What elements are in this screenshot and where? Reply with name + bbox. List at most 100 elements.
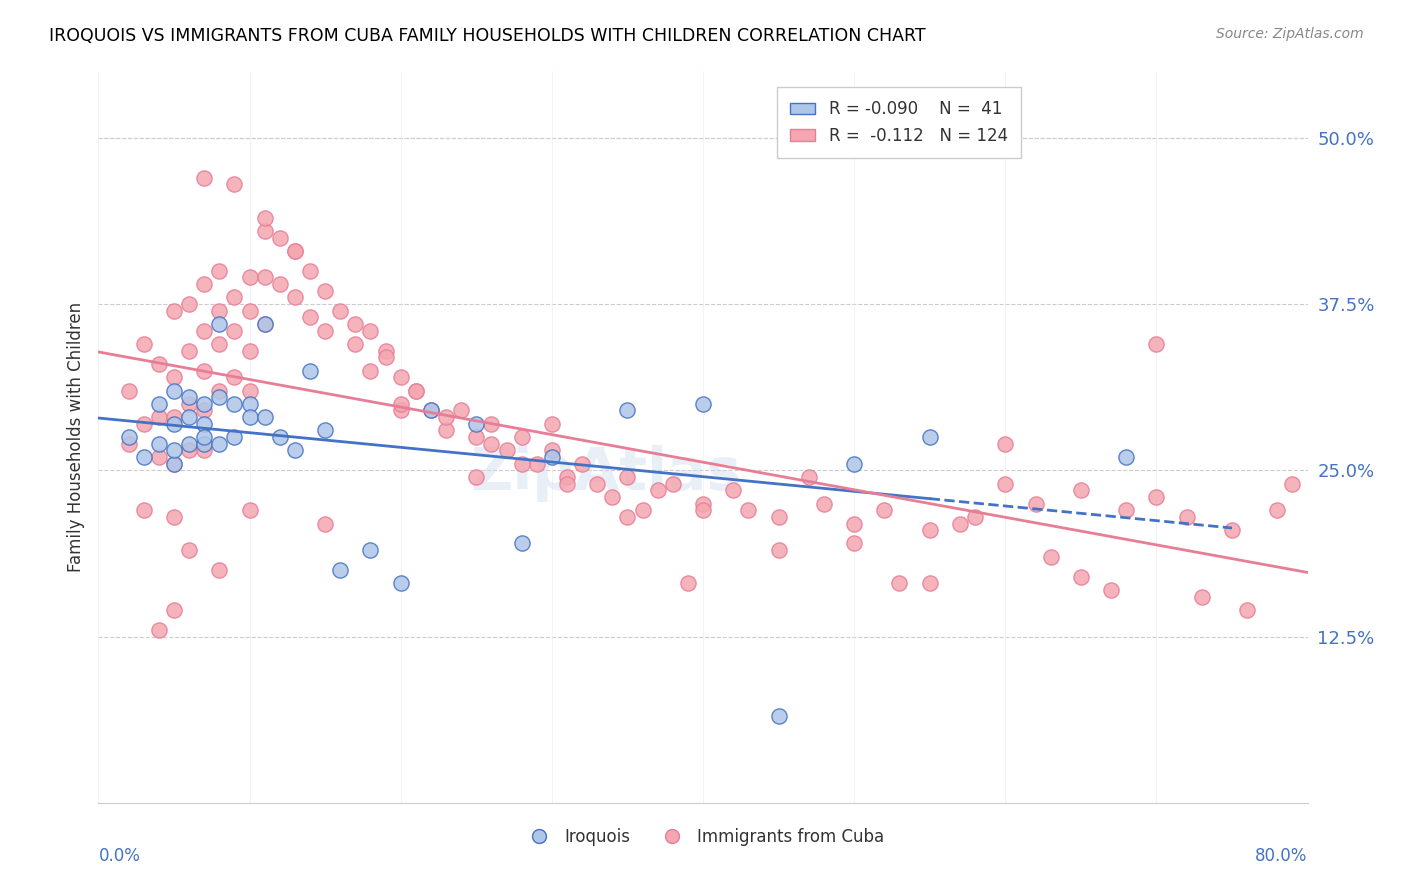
Point <box>1115 450 1137 464</box>
Point <box>148 397 170 411</box>
Point <box>1175 509 1198 524</box>
Point <box>163 410 186 425</box>
Point <box>420 403 443 417</box>
Point <box>193 170 215 185</box>
Point <box>344 337 367 351</box>
Point <box>163 509 186 524</box>
Point <box>374 343 396 358</box>
Point <box>314 284 336 298</box>
Point <box>163 443 186 458</box>
Point <box>647 483 669 498</box>
Point <box>495 443 517 458</box>
Point <box>179 410 201 425</box>
Point <box>329 563 352 577</box>
Point <box>163 457 186 471</box>
Point <box>1099 582 1122 597</box>
Point <box>540 450 562 464</box>
Text: Source: ZipAtlas.com: Source: ZipAtlas.com <box>1216 27 1364 41</box>
Point <box>1115 503 1137 517</box>
Point <box>526 457 548 471</box>
Point <box>434 424 457 438</box>
Point <box>239 303 262 318</box>
Point <box>193 443 215 458</box>
Point <box>132 503 155 517</box>
Point <box>193 403 215 417</box>
Point <box>299 363 322 377</box>
Point <box>239 410 262 425</box>
Point <box>918 430 941 444</box>
Point <box>555 470 578 484</box>
Point <box>692 503 714 517</box>
Point <box>1024 497 1046 511</box>
Point <box>768 709 790 723</box>
Point <box>163 370 186 384</box>
Point <box>148 357 170 371</box>
Point <box>253 410 276 425</box>
Point <box>540 417 562 431</box>
Point <box>1144 490 1167 504</box>
Point <box>510 430 533 444</box>
Point <box>179 297 201 311</box>
Point <box>193 417 215 431</box>
Point <box>1220 523 1243 537</box>
Point <box>193 363 215 377</box>
Point <box>602 490 624 504</box>
Point <box>1267 503 1289 517</box>
Point <box>994 436 1017 450</box>
Point <box>314 516 336 531</box>
Point <box>179 390 201 404</box>
Point <box>132 417 155 431</box>
Point <box>1070 570 1092 584</box>
Point <box>797 470 820 484</box>
Point <box>571 457 593 471</box>
Point <box>692 397 714 411</box>
Point <box>994 476 1017 491</box>
Point <box>193 277 215 292</box>
Point <box>389 370 412 384</box>
Point <box>208 436 231 450</box>
Point <box>224 178 246 192</box>
Point <box>208 264 231 278</box>
Point <box>329 303 352 318</box>
Point <box>193 436 215 450</box>
Point <box>405 384 427 398</box>
Point <box>239 270 262 285</box>
Point <box>374 351 396 365</box>
Point <box>481 417 503 431</box>
Point <box>193 430 215 444</box>
Point <box>844 516 866 531</box>
Point <box>208 337 231 351</box>
Point <box>224 290 246 304</box>
Point <box>768 509 790 524</box>
Point <box>889 576 911 591</box>
Point <box>284 290 307 304</box>
Point <box>224 430 246 444</box>
Point <box>118 430 141 444</box>
Point <box>1039 549 1062 564</box>
Point <box>253 224 276 238</box>
Point <box>360 363 382 377</box>
Point <box>389 397 412 411</box>
Point <box>239 503 262 517</box>
Point <box>163 603 186 617</box>
Point <box>1236 603 1258 617</box>
Point <box>616 403 638 417</box>
Point <box>148 436 170 450</box>
Point <box>844 536 866 550</box>
Point <box>163 417 186 431</box>
Point <box>540 443 562 458</box>
Point <box>389 403 412 417</box>
Point <box>239 384 262 398</box>
Point <box>844 457 866 471</box>
Point <box>253 317 276 331</box>
Point <box>389 576 412 591</box>
Point <box>269 277 291 292</box>
Point <box>193 397 215 411</box>
Point <box>1144 337 1167 351</box>
Point <box>360 324 382 338</box>
Text: ZipAtlas: ZipAtlas <box>471 445 742 502</box>
Point <box>208 317 231 331</box>
Point <box>269 230 291 244</box>
Point <box>661 476 683 491</box>
Point <box>208 384 231 398</box>
